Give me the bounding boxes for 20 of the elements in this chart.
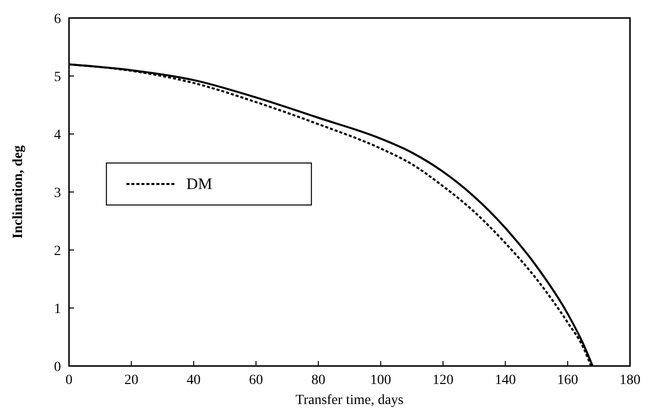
y-axis-title: Inclination, deg (11, 145, 26, 239)
y-tick-label: 2 (54, 244, 61, 259)
y-tick-label: 0 (54, 360, 61, 375)
x-tick-label: 60 (249, 373, 263, 388)
x-tick-label: 140 (494, 373, 516, 388)
y-tick-label: 3 (54, 186, 61, 201)
y-tick-label: 4 (54, 128, 61, 143)
x-tick-label: 80 (311, 373, 326, 388)
x-axis-title: Transfer time, days (296, 393, 404, 408)
x-tick-label: 180 (620, 373, 640, 388)
x-tick-label: 120 (432, 373, 454, 388)
x-tick-label: 0 (66, 373, 72, 388)
x-tick-label: 100 (370, 373, 392, 388)
x-tick-label: 160 (557, 373, 578, 388)
y-tick-label: 6 (54, 12, 61, 27)
y-tick-label: 1 (54, 302, 61, 317)
y-tick-label: 5 (54, 70, 61, 85)
x-tick-label: 40 (186, 373, 201, 388)
x-tick-label: 20 (124, 373, 138, 388)
legend-label: DM (186, 176, 212, 193)
